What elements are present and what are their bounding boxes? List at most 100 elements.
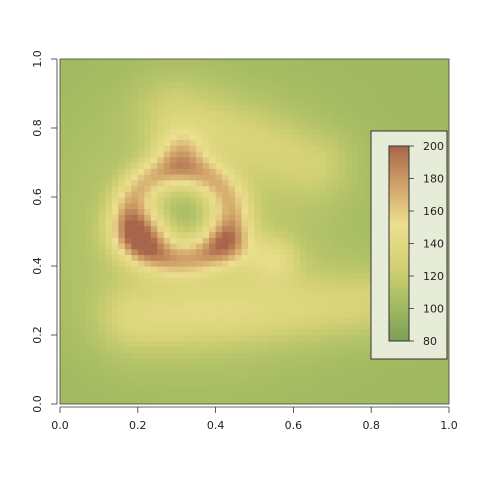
heat-cell (183, 179, 191, 187)
heat-cell (390, 116, 398, 123)
heat-cell (163, 99, 171, 106)
heat-cell (176, 358, 184, 365)
heat-cell (351, 174, 359, 181)
heat-cell (189, 243, 197, 250)
heat-cell (423, 375, 431, 382)
heat-cell (189, 277, 197, 284)
heat-cell (235, 289, 243, 296)
heat-cell (260, 312, 269, 319)
heat-cell (260, 110, 269, 118)
heat-cell (60, 283, 68, 290)
heat-cell (299, 116, 307, 123)
heat-cell (60, 168, 68, 175)
heat-cell (79, 220, 87, 227)
heat-cell (183, 191, 191, 198)
heat-cell (222, 363, 230, 371)
heat-cell (228, 289, 236, 296)
heat-cell (202, 317, 210, 325)
heat-cell (267, 162, 275, 169)
heat-cell (325, 289, 333, 296)
heat-cell (319, 162, 327, 169)
heat-cell (118, 156, 126, 164)
heat-cell (410, 381, 418, 388)
heat-cell (267, 87, 275, 95)
heat-cell (118, 145, 126, 152)
heat-cell (312, 168, 320, 175)
heat-cell (60, 225, 68, 233)
heat-cell (410, 76, 418, 83)
heat-cell (137, 289, 145, 296)
heat-cell (267, 392, 275, 399)
heat-cell (351, 375, 359, 382)
heat-cell (111, 139, 119, 146)
heat-cell (222, 208, 230, 215)
heat-cell (163, 128, 171, 135)
heat-cell (85, 208, 94, 215)
heat-cell (235, 243, 243, 250)
heat-cell (124, 358, 132, 365)
heat-cell (260, 329, 269, 336)
heat-cell (60, 87, 68, 95)
heat-cell (293, 277, 301, 284)
heat-cell (150, 105, 158, 112)
heat-cell (85, 99, 94, 106)
heat-cell (105, 323, 113, 330)
heat-cell (241, 174, 249, 181)
heat-cell (254, 329, 262, 336)
heat-cell (170, 110, 178, 118)
heat-cell (163, 151, 171, 158)
heat-cell (157, 139, 165, 146)
heat-cell (338, 346, 346, 353)
heat-cell (267, 179, 275, 187)
heat-cell (293, 386, 301, 394)
heat-cell (124, 110, 132, 118)
heat-cell (306, 271, 314, 279)
heat-cell (79, 59, 87, 66)
heat-cell (85, 64, 94, 72)
heat-cell (144, 386, 152, 394)
heat-cell (364, 277, 372, 284)
heat-cell (189, 70, 197, 77)
heat-cell (390, 369, 398, 376)
heat-cell (111, 398, 119, 404)
heat-cell (131, 93, 139, 100)
heat-cell (377, 99, 385, 106)
heat-cell (345, 202, 353, 210)
heat-cell (163, 386, 171, 394)
heat-cell (183, 283, 191, 290)
heat-cell (325, 128, 333, 135)
heat-cell (150, 179, 158, 187)
heat-cell (222, 335, 230, 342)
heat-cell (85, 179, 94, 187)
heat-cell (228, 105, 236, 112)
heat-cell (325, 335, 333, 342)
heat-cell (293, 82, 301, 89)
heat-cell (273, 237, 282, 244)
heat-cell (403, 110, 411, 118)
heat-cell (267, 59, 275, 66)
heat-cell (416, 392, 424, 399)
heat-cell (183, 375, 191, 382)
heat-cell (118, 179, 126, 187)
heat-cell (72, 237, 81, 244)
heat-cell (209, 248, 217, 256)
heat-cell (150, 323, 158, 330)
heat-cell (66, 375, 74, 382)
heat-cell (332, 116, 340, 123)
heat-cell (222, 128, 230, 135)
heat-cell (429, 59, 437, 66)
heat-cell (260, 64, 269, 72)
heat-cell (319, 93, 327, 100)
heat-cell (209, 139, 217, 146)
heat-cell (306, 266, 314, 273)
heat-cell (299, 271, 307, 279)
heat-cell (293, 174, 301, 181)
heat-cell (254, 145, 262, 152)
heat-cell (72, 197, 81, 204)
heat-cell (163, 122, 171, 129)
heat-cell (384, 82, 392, 89)
heat-cell (280, 133, 288, 141)
heat-cell (202, 266, 210, 273)
heat-cell (183, 145, 191, 152)
heat-cell (254, 248, 262, 256)
